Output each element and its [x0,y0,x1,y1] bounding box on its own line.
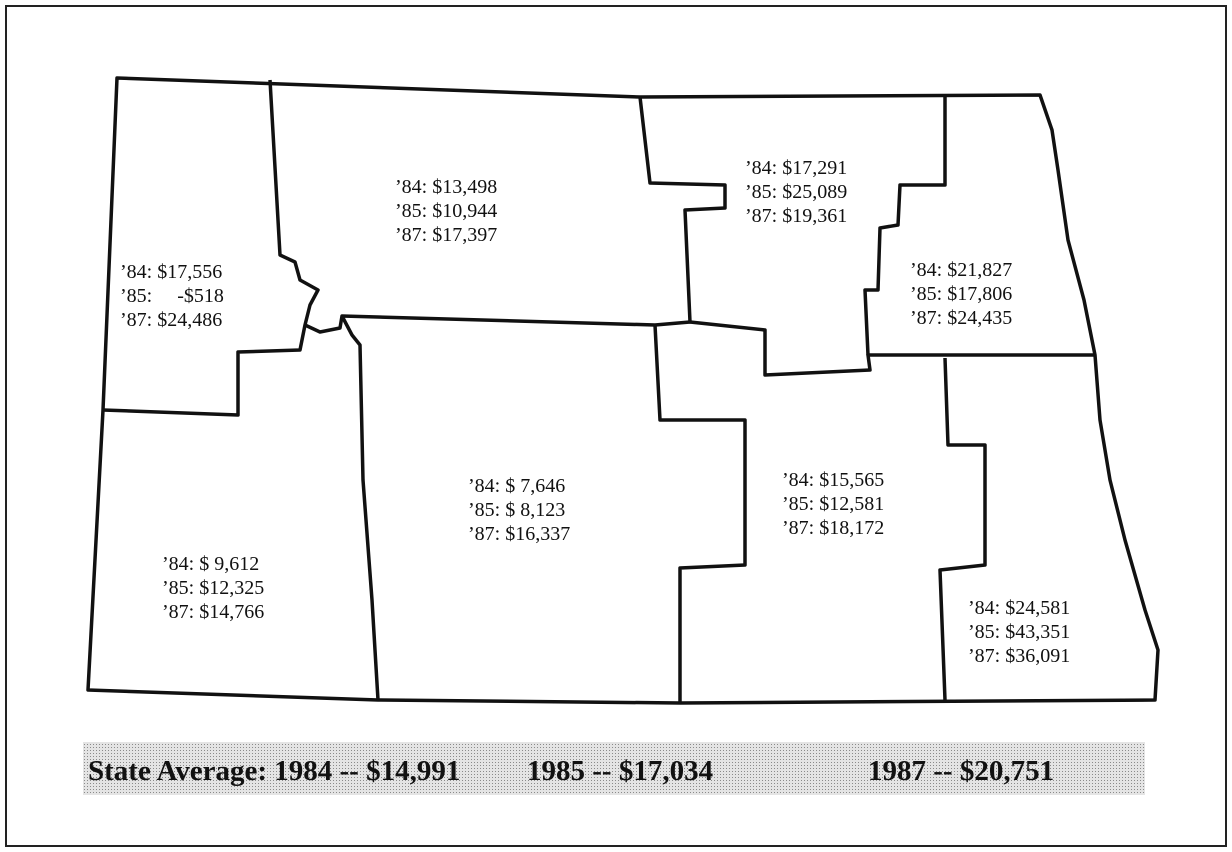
region-value: ’87: $19,361 [745,205,847,227]
region-value: ’84: $ 9,612 [162,553,259,575]
region-value: ’84: $17,291 [745,157,847,179]
boundary [638,96,727,323]
boundary [653,324,747,703]
region-value: ’84: $ 7,646 [468,475,565,497]
boundary [102,79,320,417]
region-value: ’87: $36,091 [968,645,1070,667]
region-value: ’84: $21,827 [910,259,1012,281]
region-value: ’87: $18,172 [782,517,884,539]
region-value: ’87: $17,397 [395,224,497,246]
region-value: ’87: $16,337 [468,523,570,545]
region-value: ’85: -$518 [120,285,224,307]
region-labels: ’84: $17,556’85: -$518’87: $24,486 ’84: $… [120,157,1070,667]
state-average: State Average: 1984 -- $14,991 [88,755,460,787]
region-value: ’85: $12,325 [162,577,264,599]
boundary [340,315,380,701]
region-value: ’84: $17,556 [120,261,222,283]
boundaries [86,76,1160,705]
region-value: ’87: $14,766 [162,601,264,623]
region-value: ’85: $10,944 [395,200,497,222]
region-value: ’85: $ 8,123 [468,499,565,521]
boundary [938,357,987,701]
state-average: 1985 -- $17,034 [527,755,713,787]
region-value: ’85: $25,089 [745,181,847,203]
region-value: ’84: $13,498 [395,176,497,198]
region-value: ’85: $17,806 [910,283,1012,305]
average-band [83,742,1145,795]
region-value: ’87: $24,486 [120,309,222,331]
region-value: ’85: $12,581 [782,493,884,515]
frame [5,5,1227,847]
region-value: ’84: $24,581 [968,597,1070,619]
region-value: ’84: $15,565 [782,469,884,491]
state-average: 1987 -- $20,751 [868,755,1054,787]
region-value: ’87: $24,435 [910,307,1012,329]
region-value: ’85: $43,351 [968,621,1070,643]
boundary [863,97,947,356]
